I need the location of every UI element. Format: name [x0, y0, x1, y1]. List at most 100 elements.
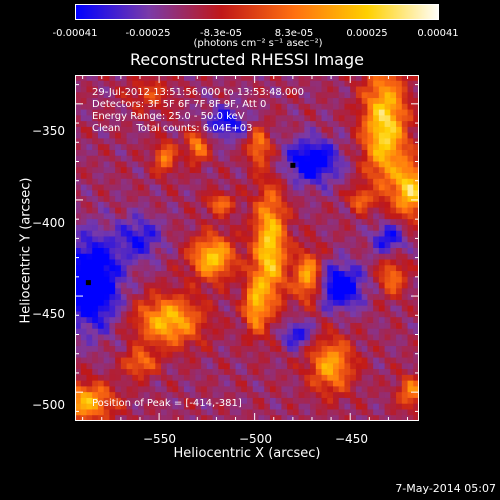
- image-pixel: [384, 98, 391, 105]
- image-pixel: [396, 126, 403, 134]
- image-pixel: [292, 242, 300, 249]
- image-pixel: [361, 138, 368, 145]
- image-pixel: [189, 236, 196, 243]
- image-pixel: [126, 363, 133, 370]
- image-pixel: [206, 230, 214, 238]
- image-pixel: [155, 409, 162, 416]
- image-pixel: [126, 380, 133, 387]
- image-pixel: [304, 322, 311, 330]
- image-pixel: [401, 184, 409, 191]
- image-pixel: [355, 121, 363, 128]
- image-pixel: [75, 409, 82, 416]
- image-pixel: [149, 167, 156, 174]
- image-pixel: [138, 138, 145, 145]
- image-pixel: [247, 294, 254, 301]
- image-pixel: [143, 288, 151, 295]
- image-pixel: [103, 80, 110, 88]
- image-pixel: [195, 132, 202, 140]
- image-pixel: [172, 380, 179, 387]
- image-pixel: [115, 299, 122, 307]
- image-pixel: [287, 178, 294, 186]
- image-pixel: [321, 357, 328, 364]
- image-pixel: [367, 346, 374, 353]
- image-pixel: [315, 213, 323, 220]
- image-pixel: [373, 115, 380, 122]
- image-pixel: [275, 103, 282, 111]
- image-pixel: [115, 115, 122, 122]
- image-pixel: [384, 357, 391, 364]
- image-pixel: [281, 167, 288, 174]
- image-pixel: [269, 132, 277, 140]
- image-pixel: [224, 380, 231, 387]
- image-pixel: [92, 230, 99, 238]
- image-pixel: [298, 259, 305, 266]
- image-pixel: [103, 109, 110, 116]
- image-pixel: [361, 224, 368, 232]
- image-pixel: [298, 242, 305, 249]
- image-pixel: [161, 322, 168, 330]
- image-pixel: [212, 224, 219, 232]
- image-pixel: [178, 161, 185, 168]
- image-pixel: [378, 132, 386, 140]
- image-pixel: [355, 351, 363, 359]
- image-pixel: [86, 201, 93, 209]
- image-pixel: [390, 207, 397, 214]
- image-pixel: [384, 126, 391, 134]
- image-pixel: [292, 207, 300, 214]
- image-pixel: [310, 397, 317, 405]
- image-pixel: [109, 230, 116, 238]
- image-pixel: [103, 184, 110, 191]
- image-pixel: [373, 386, 380, 393]
- image-pixel: [212, 184, 219, 191]
- image-pixel: [206, 132, 214, 140]
- image-pixel: [120, 103, 128, 111]
- image-pixel: [212, 340, 219, 347]
- image-pixel: [206, 351, 214, 359]
- image-pixel: [413, 161, 419, 168]
- image-pixel: [195, 288, 202, 295]
- image-pixel: [344, 80, 351, 88]
- image-pixel: [413, 415, 419, 421]
- image-pixel: [407, 144, 414, 151]
- image-pixel: [97, 173, 105, 180]
- image-pixel: [155, 190, 162, 197]
- image-pixel: [218, 299, 225, 307]
- image-pixel: [287, 224, 294, 232]
- image-pixel: [367, 98, 374, 105]
- image-pixel: [178, 294, 185, 301]
- image-pixel: [189, 92, 196, 99]
- image-pixel: [275, 351, 282, 359]
- image-pixel: [75, 282, 82, 289]
- image-pixel: [120, 92, 128, 99]
- image-pixel: [195, 265, 202, 272]
- image-pixel: [269, 271, 277, 278]
- image-pixel: [161, 409, 168, 416]
- image-pixel: [224, 173, 231, 180]
- image-pixel: [292, 392, 300, 399]
- image-pixel: [120, 288, 128, 295]
- image-pixel: [103, 236, 110, 243]
- image-pixel: [206, 317, 214, 324]
- image-pixel: [333, 219, 340, 226]
- image-pixel: [212, 415, 219, 421]
- image-pixel: [269, 121, 277, 128]
- image-pixel: [310, 305, 317, 313]
- image-pixel: [355, 126, 363, 134]
- image-pixel: [355, 276, 363, 284]
- image-pixel: [241, 282, 248, 289]
- image-pixel: [109, 288, 116, 295]
- image-pixel: [189, 409, 196, 416]
- image-pixel: [258, 115, 265, 122]
- image-pixel: [218, 173, 225, 180]
- image-pixel: [126, 334, 133, 341]
- image-pixel: [355, 334, 363, 341]
- image-pixel: [86, 334, 93, 341]
- image-pixel: [178, 392, 185, 399]
- image-pixel: [86, 132, 93, 140]
- image-pixel: [155, 340, 162, 347]
- image-pixel: [109, 380, 116, 387]
- image-pixel: [338, 374, 346, 382]
- image-pixel: [344, 149, 351, 157]
- image-pixel: [120, 276, 128, 284]
- image-pixel: [298, 386, 305, 393]
